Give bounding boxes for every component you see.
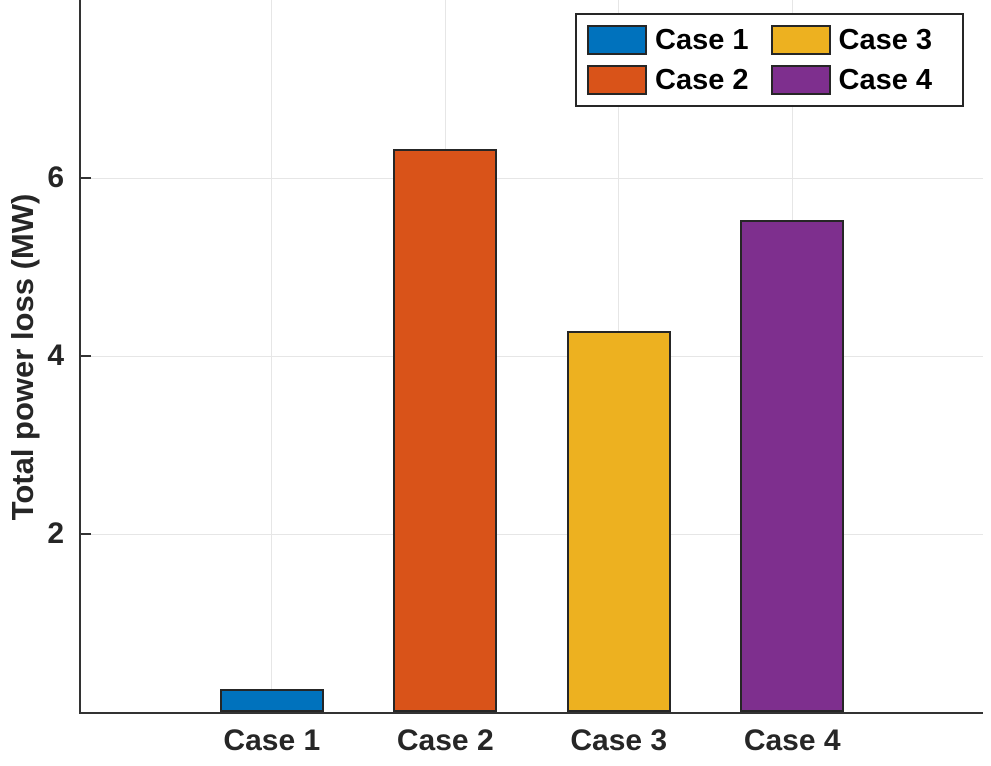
legend-entry: Case 2 bbox=[587, 64, 771, 97]
bar-case-3 bbox=[566, 331, 671, 712]
x-tick-label: Case 1 bbox=[223, 724, 321, 757]
x-tick-label: Case 2 bbox=[396, 724, 494, 757]
y-tick-mark bbox=[81, 533, 91, 535]
y-tick-label: 6 bbox=[47, 161, 64, 194]
legend-label: Case 4 bbox=[838, 63, 933, 96]
y-gridline bbox=[81, 533, 983, 535]
legend-label: Case 3 bbox=[838, 23, 933, 56]
legend-swatch-icon bbox=[587, 65, 647, 95]
plot-area bbox=[81, 0, 983, 712]
bar-case-4 bbox=[740, 219, 845, 712]
y-tick-mark bbox=[81, 177, 91, 179]
y-tick-label: 2 bbox=[47, 517, 64, 550]
legend-swatch-icon bbox=[587, 25, 647, 55]
y-gridline bbox=[81, 177, 983, 179]
y-axis-line bbox=[79, 0, 81, 714]
y-tick-label: 4 bbox=[47, 339, 64, 372]
legend-swatch-icon bbox=[770, 25, 831, 55]
bar-case-1 bbox=[219, 688, 324, 712]
legend-label: Case 2 bbox=[655, 63, 749, 96]
legend-entry: Case 1 bbox=[587, 24, 771, 57]
legend-label: Case 1 bbox=[655, 23, 749, 56]
y-tick-mark bbox=[81, 355, 91, 357]
y-gridline bbox=[81, 355, 983, 357]
legend-swatch-icon bbox=[770, 65, 831, 95]
legend: Case 1 Case 2 Case 3 Case 4 bbox=[575, 13, 964, 107]
x-tick-label: Case 4 bbox=[743, 724, 841, 757]
legend-entry: Case 3 bbox=[770, 23, 955, 57]
x-tick-label: Case 3 bbox=[570, 724, 668, 757]
bar-case-2 bbox=[393, 148, 498, 712]
x-axis-line bbox=[79, 712, 983, 714]
legend-entry: Case 4 bbox=[770, 63, 955, 97]
